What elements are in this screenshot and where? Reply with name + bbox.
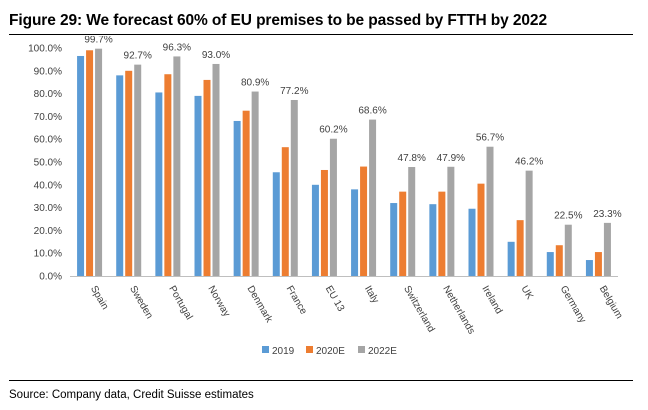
bar-2020e: [203, 79, 211, 276]
x-tick-label: Spain: [88, 284, 110, 312]
y-tick-label: 0.0%: [39, 272, 62, 283]
bar-2019: [155, 92, 163, 277]
bar-2020e: [594, 252, 602, 276]
x-tick-label: Norway: [205, 284, 231, 319]
y-tick-label: 40.0%: [34, 180, 62, 191]
legend-label: 2020E: [316, 346, 345, 357]
x-tick-label: Portugal: [166, 284, 194, 322]
bar-2020e: [86, 50, 94, 276]
bar-2022e: [95, 48, 103, 277]
bar-chart: 0.0% 10.0% 20.0% 30.0% 40.0% 50.0% 60.0% 70.0% 8…: [28, 36, 625, 357]
y-tick-label: 70.0%: [34, 112, 62, 123]
x-tick-label: France: [284, 284, 309, 317]
title-rule: [9, 34, 633, 35]
data-label: 93.0%: [202, 50, 230, 61]
x-axis: Spain Sweden Portugal Norway Denmark France EU…: [70, 276, 625, 336]
x-tick-label: Belgium: [597, 284, 625, 321]
legend-label: 2019: [272, 346, 295, 357]
bar-2019: [507, 241, 515, 276]
bar-2022e: [408, 167, 416, 276]
y-tick-label: 80.0%: [34, 89, 62, 100]
legend-label: 2022E: [368, 346, 397, 357]
legend-swatch: [358, 346, 365, 353]
bar-2020e: [477, 183, 485, 276]
bar-2020e: [242, 110, 250, 276]
bar-2020e: [555, 245, 563, 276]
legend-swatch: [262, 346, 269, 353]
figure-title: Figure 29: We forecast 60% of EU premise…: [9, 12, 547, 29]
x-tick-label: Sweden: [127, 284, 155, 321]
data-label: 77.2%: [280, 86, 308, 97]
footer-rule: [9, 380, 633, 381]
bar-2019: [429, 204, 437, 276]
x-tick-label: Ireland: [479, 284, 504, 316]
y-tick-label: 30.0%: [34, 203, 62, 214]
data-labels: 99.7% 92.7% 96.3% 93.0% 80.9% 77.2% 60.2% 68.6%…: [84, 36, 621, 222]
bar-2022e: [173, 56, 181, 276]
bar-2019: [468, 208, 476, 276]
bar-2019: [272, 172, 280, 276]
x-tick-label: UK: [519, 284, 536, 302]
data-label: 99.7%: [84, 36, 112, 46]
bar-2020e: [360, 166, 368, 276]
data-label: 47.8%: [398, 153, 426, 164]
x-tick-label: Italy: [362, 284, 381, 305]
bar-2019: [194, 95, 202, 276]
bar-2019: [585, 260, 593, 276]
bar-2022e: [251, 91, 259, 276]
bar-2020e: [125, 70, 133, 276]
bar-2019: [233, 120, 241, 277]
bar-2022e: [564, 224, 572, 276]
bar-2022e: [329, 138, 337, 276]
bar-2022e: [603, 222, 611, 276]
source-note: Source: Company data, Credit Suisse esti…: [9, 389, 254, 401]
legend: 2019 2020E 2022E: [262, 346, 397, 357]
bar-2020e: [164, 74, 172, 276]
data-label: 80.9%: [241, 78, 269, 89]
y-tick-label: 50.0%: [34, 158, 62, 169]
y-tick-label: 10.0%: [34, 249, 62, 260]
x-tick-label: Germany: [558, 284, 588, 325]
bar-2022e: [212, 63, 220, 277]
bar-2019: [390, 203, 398, 276]
y-tick-label: 100.0%: [28, 44, 62, 55]
bar-2020e: [438, 191, 446, 276]
x-tick-label: Denmark: [245, 284, 275, 325]
data-label: 47.9%: [437, 153, 465, 164]
bar-2020e: [320, 169, 328, 276]
x-tick-label: Netherlands: [440, 284, 476, 336]
data-label: 22.5%: [554, 211, 582, 222]
x-tick-label: EU 13: [323, 284, 347, 314]
y-tick-label: 60.0%: [34, 135, 62, 146]
bar-2020e: [516, 220, 524, 276]
y-axis: 0.0% 10.0% 20.0% 30.0% 40.0% 50.0% 60.0% 70.0% 8…: [28, 44, 62, 283]
bar-2022e: [369, 119, 377, 276]
bar-2019: [311, 184, 319, 276]
bar-2022e: [525, 170, 533, 276]
bar-2019: [546, 252, 554, 276]
bar-2022e: [447, 166, 455, 276]
data-label: 46.2%: [515, 157, 543, 168]
bars: [77, 48, 611, 277]
bar-2022e: [290, 99, 298, 276]
bar-2022e: [134, 64, 142, 276]
data-label: 60.2%: [319, 125, 347, 136]
data-label: 68.6%: [358, 106, 386, 117]
bar-2019: [116, 75, 124, 276]
bar-2019: [77, 55, 85, 277]
data-label: 23.3%: [593, 209, 621, 220]
x-tick-label: Switzerland: [401, 284, 436, 334]
bar-2020e: [399, 191, 407, 276]
bar-2022e: [486, 146, 494, 276]
data-label: 56.7%: [476, 133, 504, 144]
y-tick-label: 90.0%: [34, 66, 62, 77]
legend-swatch: [306, 346, 313, 353]
data-label: 96.3%: [163, 42, 191, 53]
data-label: 92.7%: [124, 51, 152, 62]
bar-2020e: [281, 147, 289, 276]
y-tick-label: 20.0%: [34, 226, 62, 237]
bar-2019: [351, 189, 359, 276]
